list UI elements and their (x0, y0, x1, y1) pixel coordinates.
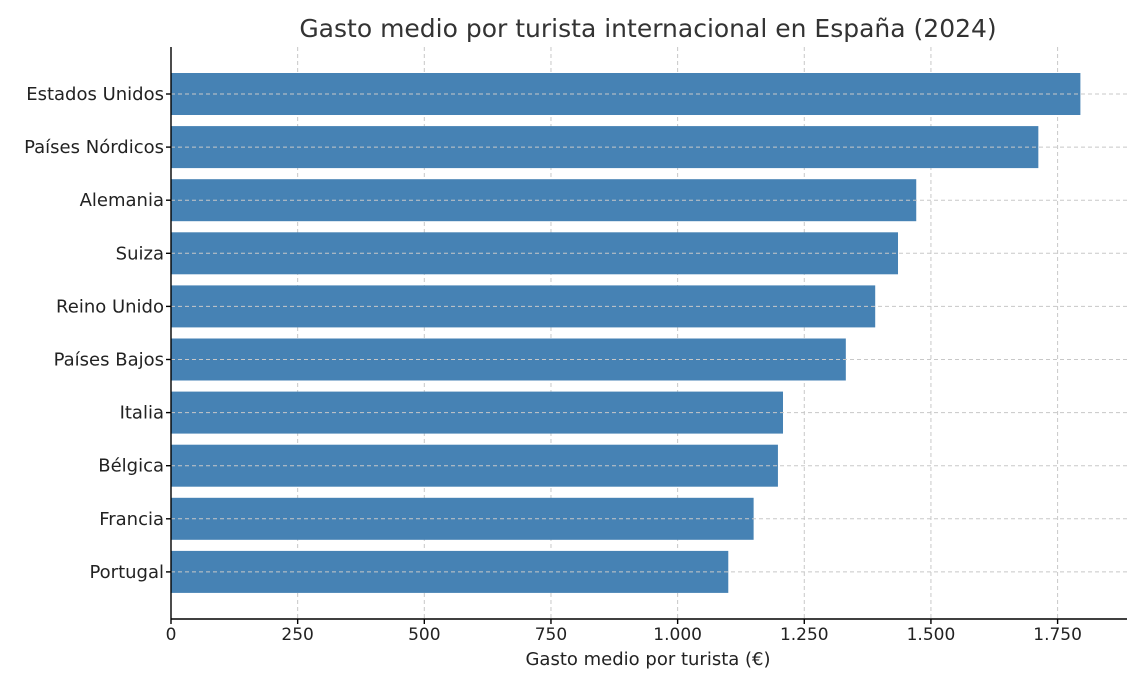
bar (171, 391, 784, 434)
x-axis-label: Gasto medio por turista (€) (525, 649, 770, 670)
x-tick-labels: 0 250 500 750 1.000 1.250 1.500 1.750 (166, 625, 1082, 645)
category-label: Portugal (89, 562, 164, 583)
x-tick-label: 0 (166, 625, 177, 645)
axes (166, 47, 1127, 624)
category-label: Alemania (80, 190, 164, 211)
x-tick-label: 500 (408, 625, 440, 645)
x-tick-label: 1.500 (907, 625, 956, 645)
x-tick-label: 1.250 (780, 625, 829, 645)
category-label: Italia (120, 403, 164, 424)
chart-title: Gasto medio por turista internacional en… (299, 14, 996, 43)
x-tick-label: 1.000 (653, 625, 702, 645)
category-label: Suiza (116, 243, 164, 264)
category-label: Reino Unido (56, 296, 164, 317)
bars (171, 73, 1081, 593)
category-label: Francia (99, 509, 164, 530)
x-tick-label: 250 (281, 625, 313, 645)
x-tick-label: 750 (535, 625, 567, 645)
category-label: Países Nórdicos (24, 137, 164, 158)
category-label: Estados Unidos (26, 84, 164, 105)
category-label: Países Bajos (54, 350, 164, 371)
category-labels: Portugal Francia Bélgica Italia Países Bajos… (24, 84, 164, 583)
bar (171, 550, 729, 593)
category-label: Bélgica (98, 456, 164, 477)
x-tick-label: 1.750 (1033, 625, 1082, 645)
